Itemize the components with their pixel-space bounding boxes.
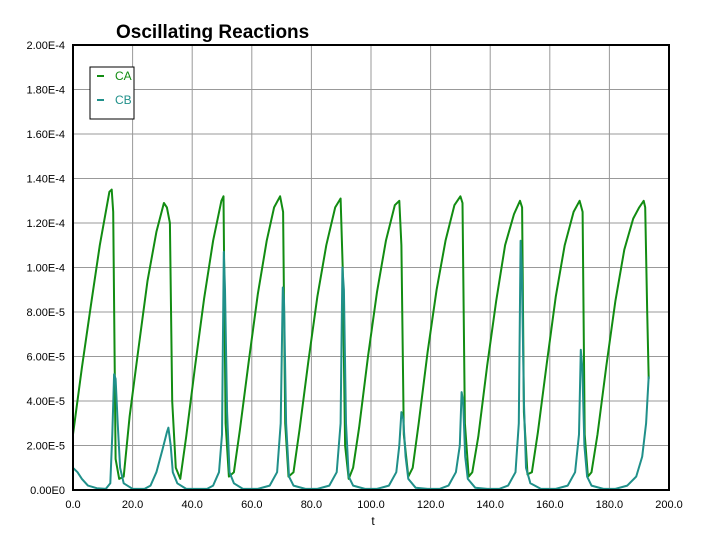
legend-label-ca: CA — [115, 69, 132, 83]
y-tick-label: 1.20E-4 — [26, 218, 65, 230]
x-tick-label: 60.0 — [241, 499, 262, 511]
x-tick-label: 0.0 — [65, 499, 80, 511]
x-tick-label: 140.0 — [476, 499, 504, 511]
x-tick-label: 40.0 — [181, 499, 202, 511]
x-tick-label: 100.0 — [357, 499, 385, 511]
x-axis-tick-labels: 0.0 20.0 40.0 60.0 80.0 100.0 120.0 140.0 160.0 1… — [65, 499, 682, 511]
series-group — [72, 188, 650, 490]
x-axis-label: t — [371, 514, 375, 528]
y-tick-label: 6.00E-5 — [26, 352, 65, 364]
y-tick-label: 2.00E-5 — [26, 441, 65, 453]
chart-title: Oscillating Reactions — [116, 22, 309, 43]
legend-label-cb: CB — [115, 93, 132, 107]
y-tick-label: 8.00E-5 — [26, 307, 65, 319]
y-tick-label: 1.00E-4 — [26, 263, 65, 275]
x-tick-label: 160.0 — [536, 499, 564, 511]
x-tick-label: 200.0 — [655, 499, 683, 511]
y-tick-label: 0.00E0 — [30, 485, 65, 497]
x-tick-label: 80.0 — [301, 499, 322, 511]
series-line-ca — [72, 188, 650, 480]
y-tick-label: 1.60E-4 — [26, 129, 65, 141]
y-tick-label: 1.80E-4 — [26, 85, 65, 97]
grid — [73, 45, 669, 490]
series-line-cb — [72, 239, 650, 490]
x-tick-label: 20.0 — [122, 499, 143, 511]
y-axis-tick-labels: 0.00E0 2.00E-5 4.00E-5 6.00E-5 8.00E-5 1.00E-… — [26, 40, 65, 497]
x-tick-label: 180.0 — [596, 499, 624, 511]
y-tick-label: 1.40E-4 — [26, 174, 65, 186]
legend: CA CB — [89, 66, 135, 120]
y-tick-label: 4.00E-5 — [26, 396, 65, 408]
x-tick-label: 120.0 — [417, 499, 445, 511]
plot-frame — [72, 44, 670, 491]
y-tick-label: 2.00E-4 — [26, 40, 65, 52]
